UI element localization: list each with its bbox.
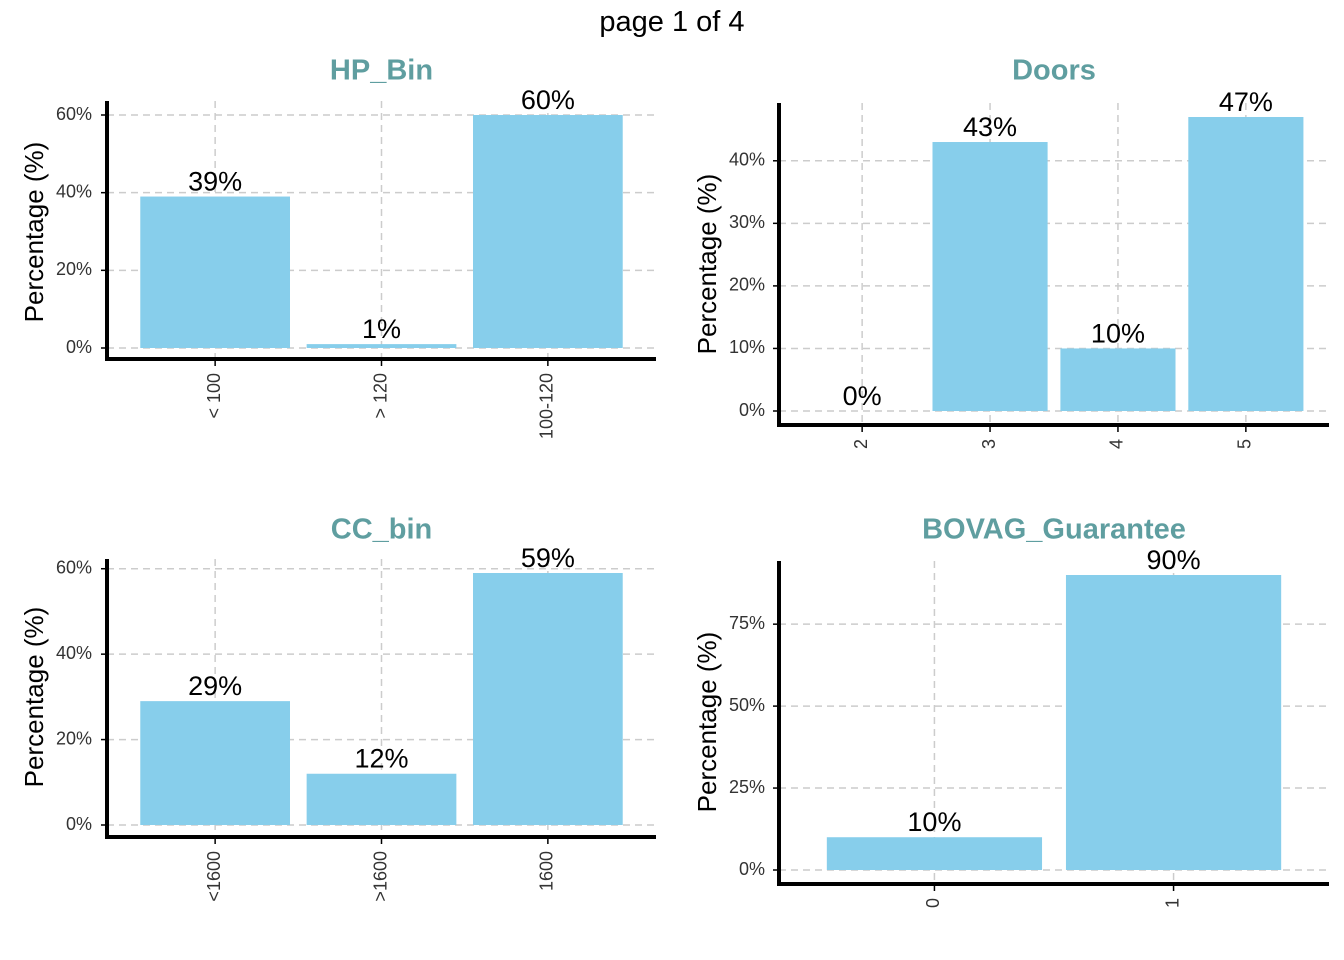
data-label: 12% (354, 744, 408, 774)
data-label: 43% (963, 112, 1017, 142)
y-tick-label: 40% (56, 643, 92, 663)
panel-hp-bin: HP_Bin Percentage (%) 39% 1% 60% 0% 20% 40% 60% <… (19, 55, 656, 439)
panel-doors: Doors Percentage (%) 0% 43% 10% 47% 0% 10% 20% 30… (692, 55, 1329, 449)
data-label: 47% (1219, 87, 1273, 117)
bar-100 (140, 196, 290, 348)
y-tick-label: 0% (66, 814, 92, 834)
y-tick-label: 0% (739, 859, 765, 879)
data-label: 10% (1091, 318, 1145, 348)
bar-1600 (306, 773, 457, 825)
y-axis-label: Percentage (%) (692, 632, 722, 813)
y-tick-label: 40% (56, 181, 92, 201)
y-tick-label: 25% (729, 777, 765, 797)
y-tick-label: 60% (56, 104, 92, 124)
y-axis-label: Percentage (%) (19, 607, 49, 788)
data-label: 39% (188, 167, 242, 197)
y-axis-label: Percentage (%) (692, 174, 722, 355)
y-tick-label: 75% (729, 613, 765, 633)
bar-3 (932, 142, 1048, 411)
x-tick-label: 3 (979, 439, 999, 449)
x-tick-label: < 100 (204, 373, 224, 419)
x-tick-label: 2 (851, 439, 871, 449)
data-label: 1% (362, 314, 401, 344)
bar-4 (1060, 348, 1176, 411)
y-tick-label: 30% (729, 212, 765, 232)
x-tick-label: > 120 (370, 373, 390, 419)
data-label: 59% (521, 543, 575, 573)
panel-cc-bin: CC_bin Percentage (%) 29% 12% 59% 0% 20% 40% 60%… (19, 514, 656, 902)
bar-1600 (140, 701, 290, 825)
x-tick-label: 4 (1107, 439, 1127, 449)
y-axis-label: Percentage (%) (19, 142, 49, 323)
bar-5 (1188, 117, 1304, 411)
x-tick-label: 100-120 (537, 373, 557, 439)
data-label: 29% (188, 671, 242, 701)
y-tick-label: 10% (729, 337, 765, 357)
x-tick-label: 1 (1162, 898, 1182, 908)
page-title: page 1 of 4 (599, 6, 745, 38)
data-label: 60% (521, 85, 575, 115)
panel-bovag-guarantee: BOVAG_Guarantee Percentage (%) 10% 90% 0% 25%… (692, 514, 1329, 908)
chart-title: Doors (1012, 55, 1096, 87)
bar-1600 (473, 573, 623, 825)
y-tick-label: 40% (729, 150, 765, 170)
chart-title: HP_Bin (330, 55, 433, 87)
bar-100-120 (473, 115, 623, 348)
bar-0 (826, 837, 1043, 870)
x-tick-label: 5 (1235, 439, 1255, 449)
bar-120 (306, 344, 457, 348)
x-tick-label: 1600 (537, 851, 557, 891)
y-tick-label: 60% (56, 557, 92, 577)
y-tick-label: 0% (66, 337, 92, 357)
data-label: 10% (907, 807, 961, 837)
y-tick-label: 0% (739, 400, 765, 420)
y-tick-label: 20% (56, 259, 92, 279)
chart-title: BOVAG_Guarantee (922, 514, 1186, 546)
x-tick-label: >1600 (370, 851, 390, 902)
data-label: 90% (1147, 545, 1201, 575)
data-label: 0% (843, 381, 882, 411)
y-tick-label: 20% (56, 728, 92, 748)
bar-1 (1065, 575, 1282, 870)
x-tick-label: 0 (923, 898, 943, 908)
y-tick-label: 50% (729, 695, 765, 715)
y-tick-label: 20% (729, 275, 765, 295)
x-tick-label: <1600 (204, 851, 224, 902)
chart-title: CC_bin (331, 514, 433, 546)
